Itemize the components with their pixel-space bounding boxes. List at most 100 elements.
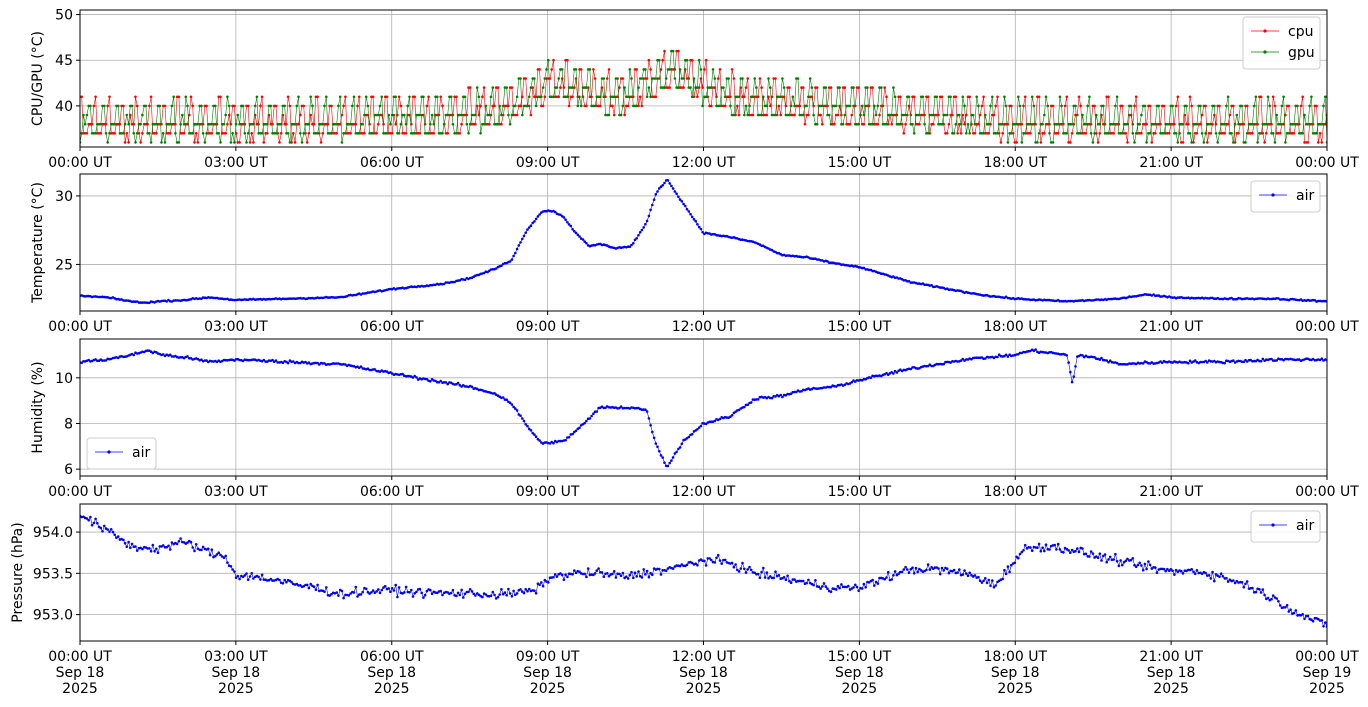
data-point: [1055, 132, 1058, 135]
data-point: [912, 572, 916, 575]
data-point: [678, 198, 682, 201]
data-point: [141, 547, 144, 551]
data-point: [812, 583, 815, 587]
data-point: [1056, 122, 1060, 126]
data-point: [205, 132, 208, 135]
data-point: [715, 556, 718, 560]
data-point: [1202, 141, 1206, 144]
data-point: [562, 578, 566, 581]
data-point: [697, 225, 701, 229]
data-point: [519, 588, 522, 591]
data-point: [566, 95, 569, 99]
data-point: [1271, 594, 1275, 597]
data-point: [569, 224, 573, 228]
data-point: [938, 95, 942, 99]
data-point: [505, 86, 509, 89]
data-point: [390, 113, 394, 117]
data-point: [269, 577, 273, 581]
data-point: [290, 580, 293, 584]
data-point: [1214, 132, 1218, 135]
data-point: [510, 113, 514, 117]
data-point: [1169, 568, 1173, 571]
data-point: [685, 77, 689, 80]
data-point: [429, 380, 432, 383]
data-point: [146, 301, 149, 305]
series-markers-gpu: [80, 49, 1327, 144]
data-point: [722, 86, 725, 89]
data-point: [668, 461, 671, 465]
data-point: [257, 132, 260, 135]
data-point: [1001, 122, 1004, 126]
data-point: [611, 95, 614, 99]
data-point: [1199, 104, 1202, 108]
data-point: [175, 141, 179, 144]
data-point: [408, 591, 411, 594]
data-point: [361, 590, 365, 594]
data-point: [543, 77, 547, 80]
legend-marker: [1263, 29, 1267, 33]
data-point: [371, 589, 375, 592]
data-point: [736, 95, 739, 99]
data-point: [1084, 552, 1088, 556]
data-point: [599, 104, 602, 108]
x-tick-label: 12:00 UT: [672, 155, 736, 171]
data-point: [96, 521, 99, 525]
data-point: [777, 95, 781, 99]
data-point: [978, 113, 982, 117]
data-point: [1206, 361, 1209, 364]
data-point: [1268, 104, 1272, 108]
data-point: [741, 77, 744, 80]
data-point: [793, 578, 796, 581]
data-point: [141, 113, 144, 117]
data-point: [214, 104, 217, 108]
data-point: [859, 113, 862, 117]
data-point: [1162, 132, 1166, 135]
data-point: [1230, 132, 1233, 135]
data-point: [349, 132, 352, 135]
data-point: [737, 570, 741, 573]
data-point: [1013, 561, 1017, 565]
data-point: [732, 565, 736, 569]
data-point: [642, 568, 645, 571]
y-axis-label: Pressure (hPa): [10, 522, 26, 622]
data-point: [885, 371, 888, 375]
data-point: [654, 442, 658, 445]
data-point: [125, 113, 129, 117]
data-point: [165, 300, 168, 303]
data-point: [989, 104, 992, 108]
data-point: [430, 113, 434, 117]
data-point: [359, 365, 363, 368]
data-point: [316, 132, 319, 135]
data-point: [632, 576, 635, 580]
data-point: [479, 132, 482, 135]
data-point: [656, 190, 659, 193]
data-point: [744, 104, 748, 108]
data-point: [526, 589, 529, 593]
data-point: [1271, 359, 1275, 362]
data-point: [423, 593, 427, 597]
data-point: [1204, 104, 1207, 108]
data-point: [796, 104, 800, 108]
data-point: [980, 104, 984, 108]
data-point: [288, 104, 292, 108]
data-point: [559, 572, 562, 575]
data-point: [651, 203, 654, 207]
data-point: [161, 104, 165, 108]
data-point: [878, 86, 881, 89]
data-point: [1221, 132, 1225, 135]
data-point: [675, 450, 678, 454]
data-point: [746, 403, 749, 407]
data-point: [540, 104, 543, 108]
x-tick-label: 03:00 UT: [204, 155, 268, 171]
data-point: [1145, 567, 1148, 571]
x-tick-label: 15:00 UT Sep 18 2025: [828, 649, 892, 697]
data-point: [1140, 564, 1143, 567]
data-point: [774, 113, 777, 117]
data-point: [1240, 581, 1244, 584]
data-point: [512, 405, 515, 409]
data-point: [942, 362, 945, 366]
data-point: [928, 113, 932, 117]
data-point: [149, 141, 153, 144]
data-point: [234, 576, 238, 579]
data-point: [892, 574, 895, 577]
